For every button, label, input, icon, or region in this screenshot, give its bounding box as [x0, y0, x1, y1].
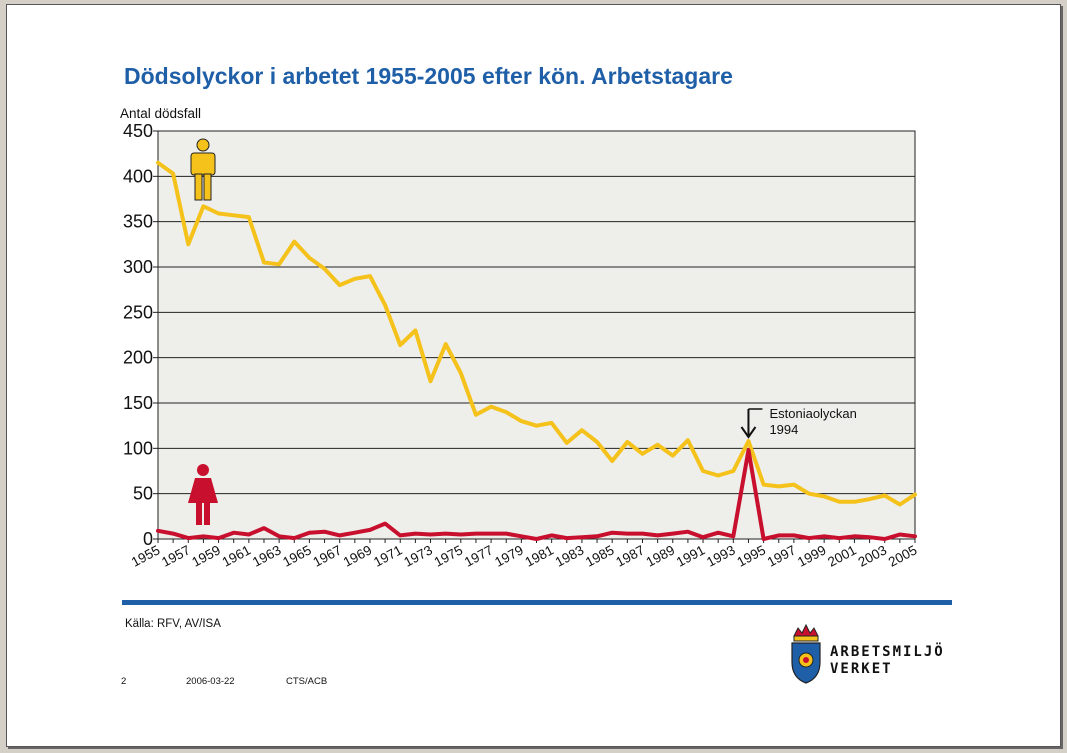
- line-chart: 0 50 100 150 200 250 300 350 400 450 195519571959…: [120, 106, 920, 570]
- x-tick-label: 1955: [129, 542, 163, 569]
- x-tick-label: 1987: [613, 542, 647, 569]
- x-tick-label: 1997: [765, 542, 799, 569]
- y-axis-label: Antal dödsfall: [120, 106, 201, 121]
- x-tick-label: 1975: [432, 542, 466, 569]
- x-tick-label: 1965: [280, 542, 314, 569]
- x-tick-label: 1963: [250, 542, 284, 569]
- y-tick-label: 200: [123, 348, 153, 368]
- y-tick-label: 150: [123, 393, 153, 413]
- logo-line-2: VERKET: [830, 661, 893, 677]
- x-tick-label: 1989: [644, 542, 678, 569]
- y-tick-label: 350: [123, 212, 153, 232]
- x-tick-label: 1971: [371, 542, 405, 569]
- y-tick-label: 100: [123, 438, 153, 458]
- annotation: Estoniaolyckan 1994: [740, 406, 857, 439]
- x-tick-label: 1961: [220, 542, 254, 569]
- chart-title: Dödsolyckor i arbetet 1955-2005 efter kö…: [124, 63, 733, 89]
- x-axis-ticks: 1955195719591961196319651967196919711973…: [129, 539, 920, 570]
- x-tick-label: 1979: [492, 542, 526, 569]
- x-tick-label: 1969: [341, 542, 375, 569]
- annotation-text: Estoniaolyckan: [769, 406, 856, 421]
- woman-icon: [188, 464, 218, 525]
- crest-icon: [791, 623, 821, 684]
- x-tick-label: 2003: [856, 542, 890, 569]
- plot-area: [157, 130, 916, 540]
- x-tick-label: 1985: [583, 542, 617, 569]
- x-tick-label: 1995: [734, 542, 768, 569]
- x-tick-label: 1981: [522, 542, 556, 569]
- divider-rule: [122, 600, 952, 605]
- legend-icons: [188, 138, 218, 525]
- x-tick-label: 1991: [674, 542, 708, 569]
- man-icon: [190, 138, 216, 201]
- footer-code: CTS/ACB: [286, 676, 328, 687]
- y-tick-label: 250: [123, 302, 153, 322]
- y-tick-label: 0: [143, 529, 153, 549]
- x-tick-label: 1957: [159, 542, 193, 569]
- x-tick-label: 1967: [311, 542, 345, 569]
- footer-date: 2006-03-22: [186, 676, 235, 687]
- slide: Dödsolyckor i arbetet 1955-2005 efter kö…: [6, 4, 1061, 747]
- y-tick-label: 400: [123, 166, 153, 186]
- x-tick-label: 1983: [553, 542, 587, 569]
- source-note: Källa: RFV, AV/ISA: [125, 618, 221, 630]
- y-tick-label: 300: [123, 257, 153, 277]
- logo-line-1: ARBETSMILJÖ: [830, 644, 945, 660]
- x-tick-label: 1993: [704, 542, 738, 569]
- annotation-arrowhead: [740, 426, 757, 439]
- men-series-line: [156, 160, 917, 507]
- x-tick-label: 1999: [795, 542, 829, 569]
- annotation-year: 1994: [769, 422, 798, 437]
- women-series-line: [156, 448, 917, 541]
- x-tick-label: 1977: [462, 542, 496, 569]
- agency-logo: ARBETSMILJÖ VERKET: [786, 622, 956, 686]
- x-tick-label: 2005: [886, 542, 920, 569]
- page-number: 2: [121, 676, 127, 687]
- x-tick-label: 1959: [189, 542, 223, 569]
- y-tick-label: 450: [123, 121, 153, 141]
- y-axis-ticks: 0 50 100 150 200 250 300 350 400 450: [123, 121, 158, 549]
- series-lines: [156, 160, 917, 541]
- x-tick-label: 2001: [825, 542, 859, 569]
- gridlines: [158, 175, 915, 495]
- y-tick-label: 50: [133, 484, 153, 504]
- x-tick-label: 1973: [401, 542, 435, 569]
